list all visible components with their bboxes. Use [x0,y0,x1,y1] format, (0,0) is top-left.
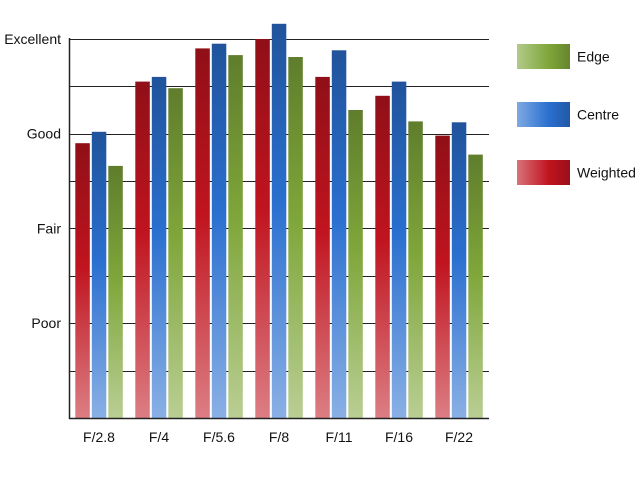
x-tick-label: F/16 [385,429,413,445]
x-tick-label: F/4 [149,429,169,445]
y-tick-label: Fair [37,220,61,236]
legend: Edge Centre Weighted [517,44,636,185]
legend-swatch [517,102,570,127]
legend-swatch [517,160,570,185]
bar-weighted-f8 [255,39,270,418]
bar-edge-f16 [408,121,423,419]
x-tick-label: F/2.8 [83,429,115,445]
axes [68,38,489,420]
y-tick-label: Good [27,126,61,142]
bar-edge-f56 [228,55,243,418]
legend-item-weighted: Weighted [517,160,636,185]
bar-weighted-f4 [135,81,150,418]
y-tick-label: Poor [31,315,61,331]
bar-centre-f22 [451,122,467,419]
legend-label: Edge [577,49,610,65]
legend-item-centre: Centre [517,102,619,127]
legend-swatch [517,44,570,69]
bar-weighted-f11 [315,76,330,419]
legend-label: Centre [577,107,619,123]
bar-edge-f4 [168,88,183,418]
x-tick-label: F/5.6 [203,429,235,445]
bars [75,23,483,419]
legend-item-edge: Edge [517,44,610,69]
bar-edge-f22 [468,154,483,418]
bar-centre-f56 [211,43,227,418]
bar-centre-f11 [331,50,347,419]
bar-centre-f16 [391,81,407,418]
bar-edge-f11 [348,110,363,418]
bar-weighted-f56 [195,48,210,419]
x-tick-label: F/8 [269,429,289,445]
y-tick-label: Excellent [4,31,61,47]
bar-centre-f4 [151,76,167,419]
x-tick-label: F/22 [445,429,473,445]
x-tick-label: F/11 [326,429,353,445]
bar-weighted-f22 [435,135,450,418]
bar-edge-f28 [108,165,123,418]
y-tick-labels: Poor Fair Good Excellent [4,31,61,331]
bar-edge-f8 [288,57,303,418]
bar-weighted-f16 [375,95,390,419]
legend-label: Weighted [577,165,636,181]
bar-centre-f8 [271,23,287,419]
x-tick-labels: F/2.8 F/4 F/5.6 F/8 F/11 F/16 F/22 [83,429,473,445]
bar-centre-f28 [91,131,107,419]
bar-weighted-f28 [75,143,90,418]
